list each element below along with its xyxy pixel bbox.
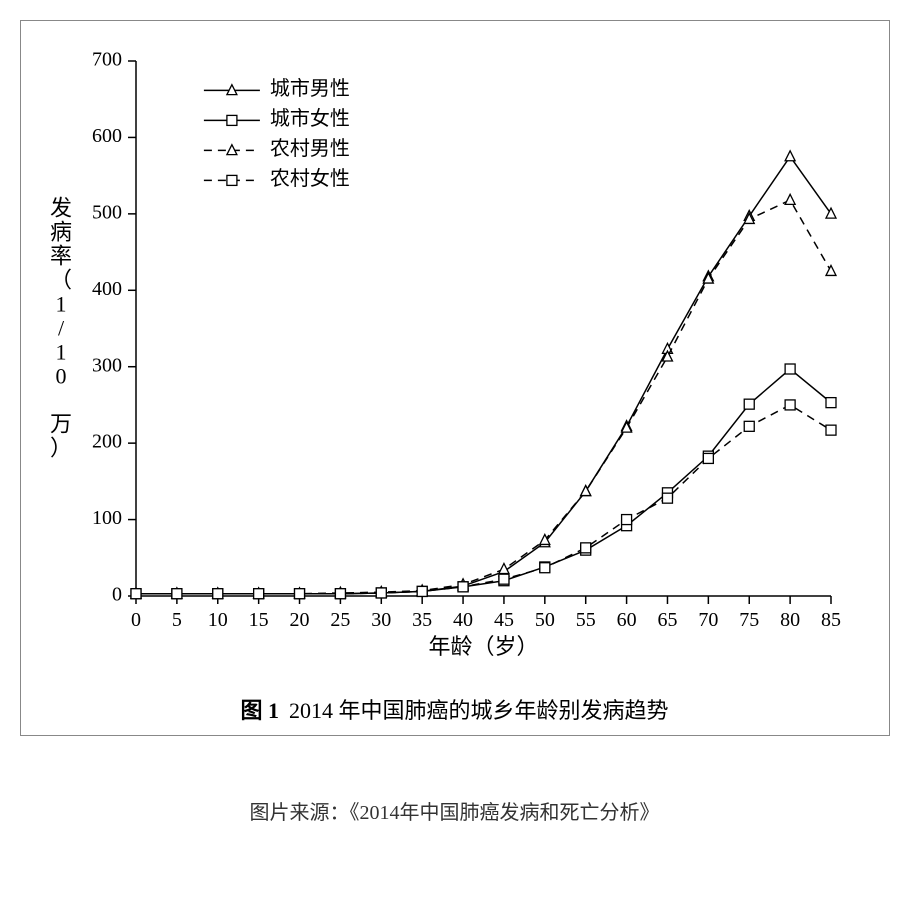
svg-text:55: 55: [575, 609, 595, 631]
svg-text:0: 0: [112, 584, 122, 606]
svg-text:农村男性: 农村男性: [269, 137, 349, 160]
svg-text:（: （: [49, 268, 71, 293]
svg-text:农村女性: 农村女性: [269, 167, 349, 190]
svg-text:0: 0: [131, 609, 141, 631]
svg-text:城市男性: 城市男性: [269, 77, 349, 100]
svg-text:50: 50: [534, 609, 554, 631]
figure-caption: 图 1 2014 年中国肺癌的城乡年龄别发病趋势: [41, 693, 869, 725]
svg-text:20: 20: [289, 609, 309, 631]
svg-text:发: 发: [49, 196, 71, 221]
svg-text:65: 65: [657, 609, 677, 631]
svg-text:60: 60: [616, 609, 636, 631]
svg-text:85: 85: [821, 609, 841, 631]
svg-text:300: 300: [92, 354, 122, 376]
svg-text:年龄（岁）: 年龄（岁）: [428, 634, 538, 659]
svg-text:25: 25: [330, 609, 350, 631]
svg-text:1: 1: [55, 340, 66, 365]
svg-text:）: ）: [49, 436, 71, 461]
figure-label: 图 1: [240, 698, 279, 723]
chart-frame: 0100200300400500600700051015202530354045…: [20, 20, 890, 736]
svg-text:100: 100: [92, 507, 122, 529]
source-text: 《2014年中国肺癌发病和死亡分析》: [350, 802, 660, 824]
svg-text:70: 70: [698, 609, 718, 631]
svg-text:200: 200: [92, 431, 122, 453]
svg-text:5: 5: [171, 609, 181, 631]
svg-text:30: 30: [371, 609, 391, 631]
source-prefix: 图片来源：: [250, 802, 350, 824]
svg-text:40: 40: [453, 609, 473, 631]
svg-text:45: 45: [493, 609, 513, 631]
svg-text:400: 400: [92, 278, 122, 300]
svg-text:500: 500: [92, 201, 122, 223]
svg-text:1: 1: [55, 292, 66, 317]
svg-text:病: 病: [49, 220, 71, 245]
svg-text:城市女性: 城市女性: [269, 107, 349, 130]
figure-caption-text: 2014 年中国肺癌的城乡年龄别发病趋势: [289, 698, 669, 723]
svg-text:700: 700: [92, 49, 122, 71]
svg-text:万: 万: [49, 412, 71, 437]
chart-svg: 0100200300400500600700051015202530354045…: [41, 41, 861, 681]
svg-text:75: 75: [739, 609, 759, 631]
svg-text:率: 率: [49, 244, 71, 269]
svg-text:0: 0: [55, 364, 66, 389]
svg-text:80: 80: [780, 609, 800, 631]
line-chart: 0100200300400500600700051015202530354045…: [41, 41, 861, 681]
svg-text:35: 35: [412, 609, 432, 631]
svg-text:10: 10: [207, 609, 227, 631]
svg-text:15: 15: [248, 609, 268, 631]
source-line: 图片来源：《2014年中国肺癌发病和死亡分析》: [250, 796, 660, 825]
svg-text:/: /: [57, 316, 64, 341]
svg-text:600: 600: [92, 125, 122, 147]
